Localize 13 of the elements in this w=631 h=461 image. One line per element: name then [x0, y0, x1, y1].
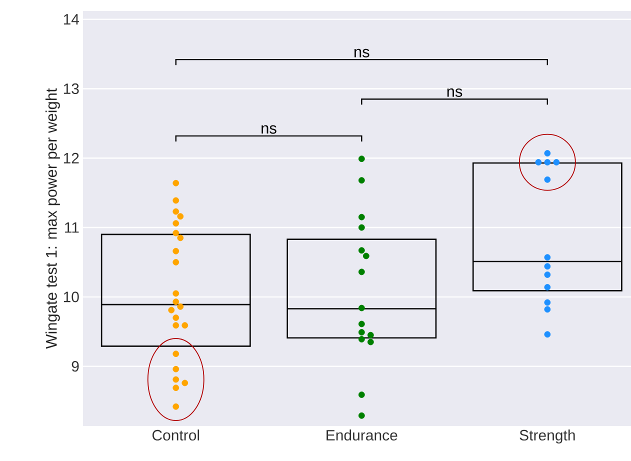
y-tick-label: 13 [64, 83, 79, 94]
x-tick-label: Endurance [326, 430, 398, 441]
annotation: ns [262, 125, 276, 134]
y-tick-label: 10 [64, 292, 79, 302]
y-axis-title: Wingate test 1: max power per weight [45, 88, 60, 349]
y-tick-label: 11 [65, 222, 79, 233]
annotation: ns [354, 48, 370, 58]
x-tick-label: Strength [520, 430, 575, 444]
annotation: ns [447, 88, 462, 97]
y-tick-label: 12 [64, 152, 79, 164]
y-tick-label: 9 [72, 361, 79, 372]
y-tick-label: 14 [64, 14, 80, 24]
x-tick-label: Control [152, 430, 200, 441]
